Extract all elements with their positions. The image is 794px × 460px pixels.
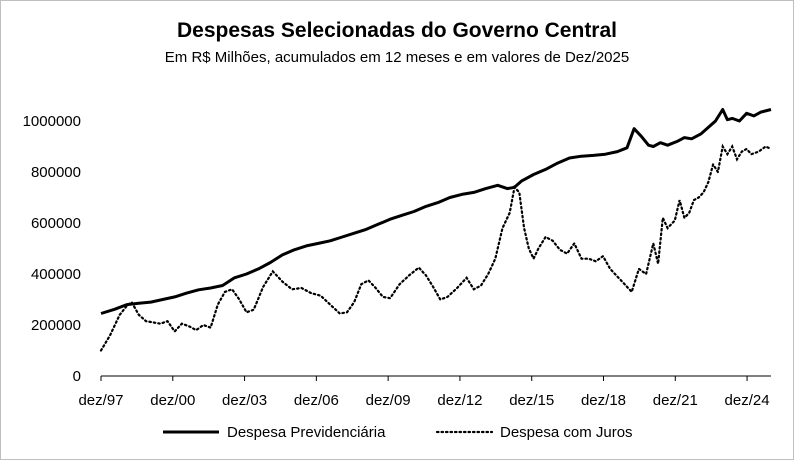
x-tick-label: dez/00 — [150, 392, 195, 409]
series-line-juros — [99, 143, 773, 352]
x-tick-label: dez/24 — [725, 392, 770, 409]
legend-label-juros: Despesa com Juros — [500, 424, 633, 441]
legend: Despesa Previdenciária Despesa com Juros — [163, 424, 633, 441]
chart-title: Despesas Selecionadas do Governo Central — [177, 19, 617, 42]
series-line-previdenciaria — [100, 108, 772, 315]
x-tick-label: dez/03 — [222, 392, 267, 409]
y-axis: 0 200000 400000 600000 800000 1000000 — [23, 113, 81, 385]
x-tick-label: dez/97 — [78, 392, 123, 409]
y-tick-label: 1000000 — [23, 113, 81, 130]
x-tick-label: dez/21 — [653, 392, 698, 409]
x-tick-label: dez/12 — [437, 392, 482, 409]
chart-subtitle: Em R$ Milhões, acumulados em 12 meses e … — [164, 49, 630, 66]
x-tick-label: dez/18 — [581, 392, 626, 409]
x-tick-label: dez/15 — [509, 392, 554, 409]
x-tick-label: dez/09 — [366, 392, 411, 409]
y-tick-label: 0 — [73, 368, 81, 385]
x-tick-labels: dez/97 dez/00 dez/03 dez/06 dez/09 dez/12 dez/… — [78, 376, 770, 409]
legend-label-previdenciaria: Despesa Previdenciária — [227, 424, 386, 441]
y-tick-label: 600000 — [31, 215, 81, 232]
y-tick-label: 800000 — [31, 164, 81, 181]
series-layer — [99, 108, 773, 352]
x-tick-label: dez/06 — [294, 392, 339, 409]
y-tick-label: 200000 — [31, 317, 81, 334]
y-tick-label: 400000 — [31, 266, 81, 283]
